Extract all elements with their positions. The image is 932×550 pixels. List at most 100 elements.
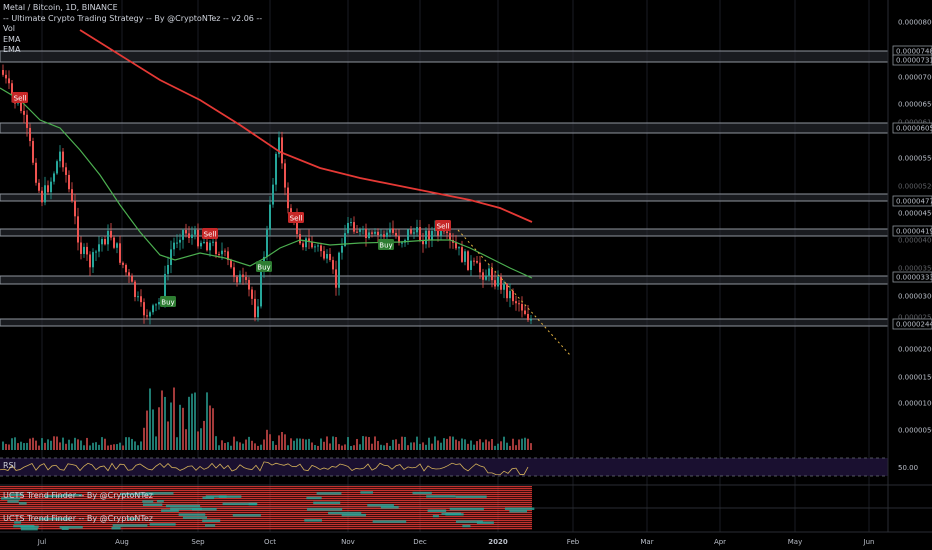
candle bbox=[317, 245, 319, 247]
symbol-title[interactable]: Metal / Bitcoin, 1D, BINANCE bbox=[3, 3, 118, 12]
time-tick: Jun bbox=[863, 538, 875, 546]
trend-stripe bbox=[0, 524, 532, 526]
sell-signal: Sell bbox=[202, 228, 218, 239]
sell-signal: Sell bbox=[12, 92, 28, 103]
candle bbox=[53, 173, 55, 182]
volume-bar bbox=[500, 441, 502, 450]
volume-bar bbox=[362, 436, 364, 450]
candle bbox=[149, 312, 151, 317]
candle bbox=[530, 319, 532, 321]
candle bbox=[245, 277, 247, 280]
volume-bar bbox=[158, 407, 160, 450]
candle bbox=[311, 241, 313, 248]
volume-bar bbox=[290, 438, 292, 450]
volume-bar bbox=[461, 438, 463, 450]
trend-green-mark bbox=[222, 502, 258, 506]
trend-stripe bbox=[0, 488, 532, 490]
volume-bar bbox=[188, 396, 190, 450]
signal-label: Buy bbox=[257, 264, 270, 272]
volume-bar bbox=[518, 439, 520, 450]
volume-bar bbox=[377, 441, 379, 450]
volume-bar bbox=[407, 445, 409, 450]
volume-bar bbox=[506, 442, 508, 450]
volume-bar bbox=[302, 438, 304, 450]
price-axis[interactable]: 0.00008000 0.00007000 0.00006500 0.00005500… bbox=[887, 0, 932, 532]
trend-green-mark bbox=[1, 497, 21, 500]
volume-bar bbox=[470, 440, 472, 450]
volume-bar bbox=[125, 437, 127, 450]
ema-fast-line bbox=[0, 87, 533, 279]
candle bbox=[191, 234, 193, 239]
volume-bar bbox=[314, 445, 316, 450]
trend-green-mark bbox=[202, 519, 221, 523]
trend-finder-label-1[interactable]: UCTS Trend Finder -- By @CryptoNTez bbox=[3, 491, 153, 500]
trend-stripe bbox=[0, 486, 532, 488]
candle bbox=[347, 222, 349, 234]
volume-bar bbox=[260, 444, 262, 450]
volume-bar bbox=[212, 408, 214, 450]
vol-label[interactable]: Vol bbox=[3, 24, 15, 33]
time-tick: Dec bbox=[413, 538, 427, 546]
trend-green-mark bbox=[170, 507, 202, 511]
volume-bar bbox=[434, 436, 436, 450]
candle bbox=[137, 296, 139, 298]
volume-bar bbox=[98, 444, 100, 450]
volume-bar bbox=[71, 443, 73, 450]
rsi-level-label: 50.00 bbox=[898, 464, 918, 472]
candle bbox=[365, 228, 367, 239]
ema-label-2[interactable]: EMA bbox=[3, 45, 21, 54]
trend-stripe bbox=[0, 510, 532, 512]
trend-green-mark bbox=[165, 504, 201, 508]
trend-green-mark bbox=[367, 504, 394, 507]
volume-bar bbox=[467, 443, 469, 450]
candle bbox=[98, 244, 100, 252]
trend-green-mark bbox=[111, 526, 121, 530]
trend-green-mark bbox=[9, 493, 24, 496]
volume-bar bbox=[62, 437, 64, 450]
trend-finder-label-2[interactable]: UCTS Trend Finder -- By @CryptoNTez bbox=[3, 514, 153, 523]
volume-bar bbox=[242, 443, 244, 450]
time-tick: May bbox=[788, 538, 802, 546]
candle bbox=[329, 254, 331, 261]
time-axis[interactable]: Jul Aug Sep Oct Nov Dec 2020 Feb Mar Apr May Jun bbox=[0, 531, 932, 546]
candle bbox=[113, 237, 115, 248]
volume-bar bbox=[200, 428, 202, 450]
candle bbox=[335, 269, 337, 288]
trend-green-mark bbox=[412, 491, 432, 495]
volume-bar bbox=[164, 396, 166, 450]
trend-green-mark bbox=[328, 511, 362, 515]
price-tick: 0.00005500 bbox=[898, 155, 932, 163]
candle bbox=[305, 238, 307, 248]
volume-bar bbox=[374, 436, 376, 450]
candle bbox=[35, 162, 37, 183]
volume-bar bbox=[233, 436, 235, 450]
price-level-box bbox=[892, 195, 932, 207]
candle bbox=[197, 229, 199, 247]
candle bbox=[167, 264, 169, 274]
rsi-label[interactable]: RSI bbox=[3, 461, 16, 470]
volume-bar bbox=[131, 438, 133, 450]
trend-stripe bbox=[0, 500, 532, 502]
candle bbox=[488, 268, 490, 277]
candle bbox=[164, 273, 166, 302]
signal-box bbox=[160, 296, 176, 307]
volume-bar bbox=[413, 442, 415, 450]
candle bbox=[467, 251, 469, 270]
volume-bar bbox=[404, 436, 406, 450]
volume-bar bbox=[368, 437, 370, 450]
trend-stripe bbox=[0, 504, 532, 506]
ema-label[interactable]: EMA bbox=[3, 34, 21, 44]
price-tick-faint: 0.00004000 bbox=[898, 237, 932, 245]
price-tick: 0.00001500 bbox=[898, 374, 932, 382]
volume-bar bbox=[218, 445, 220, 450]
strategy-label[interactable]: -- Ultimate Crypto Trading Strategy -- B… bbox=[3, 13, 263, 23]
signal-box bbox=[202, 228, 218, 239]
volume-bar bbox=[389, 445, 391, 450]
candle bbox=[323, 251, 325, 259]
candle bbox=[200, 242, 202, 247]
candle bbox=[428, 230, 430, 240]
volume-bar bbox=[32, 437, 34, 450]
volume-bar bbox=[332, 436, 334, 450]
volume-bar bbox=[431, 443, 433, 450]
